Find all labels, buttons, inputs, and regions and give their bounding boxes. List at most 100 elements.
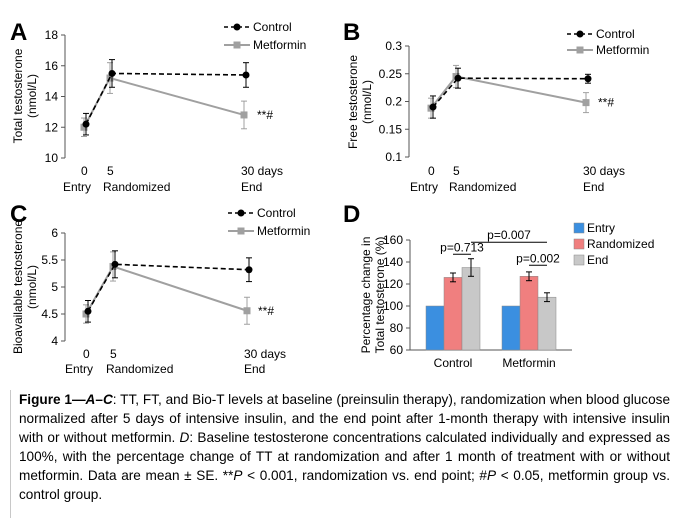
y-axis-label-line: Total testosterone (%) (373, 237, 387, 354)
bar-end (461, 267, 481, 351)
x-tick-label: 0 (428, 164, 435, 178)
data-point-control (111, 260, 119, 268)
panel-letter: D (343, 201, 360, 228)
y-tick-label: 60 (390, 343, 404, 357)
y-axis-label: Percentage change inTotal testosterone (… (359, 237, 387, 354)
y-tick-label: 5 (51, 280, 58, 294)
data-point-metformin (243, 307, 251, 315)
y-axis-label-line: Percentage change in (359, 237, 373, 354)
y-tick-label: 5.5 (41, 253, 58, 267)
series-line-control (432, 77, 589, 108)
caption-text-1: : TT, FT, and Bio-T levels at baseline (… (19, 392, 671, 445)
series-line-control (87, 263, 250, 312)
y-tick-label: 100 (383, 299, 403, 313)
x-sub-label: Entry (63, 180, 91, 194)
y-tick-label: 10 (45, 151, 59, 165)
x-tick-label: 30 days (241, 164, 283, 178)
legend-marker (237, 227, 245, 235)
data-point-metformin (582, 99, 590, 107)
significance-annotation: **# (598, 96, 614, 110)
y-tick-label: 80 (390, 321, 404, 335)
p-value-between: p=0.007 (487, 228, 531, 242)
significance-annotation: **# (258, 304, 274, 318)
legend-swatch-entry (573, 222, 585, 234)
bar-randomized (519, 276, 539, 351)
x-sub-label: End (583, 180, 604, 194)
data-point-control (429, 103, 437, 111)
x-sub-label: Entry (410, 180, 438, 194)
data-point-control (82, 120, 90, 128)
y-axis-label: Free testosterone(nmol/L) (346, 55, 374, 149)
y-tick-label: 4.5 (41, 307, 58, 321)
panel-c: C 4 4.5 5 5.5 6 Bioavailable testosterone(nmol… (10, 201, 310, 376)
y-axis-label-line: Total testosterone (11, 48, 25, 143)
y-tick-label: 0.2 (385, 95, 402, 109)
y-tick-label: 120 (383, 277, 403, 291)
panel-letter: B (343, 19, 360, 46)
y-axis-label: Total testosterone(nmol/L) (11, 48, 39, 143)
legend-label: End (587, 253, 608, 267)
x-sub-label: Randomized (106, 362, 173, 376)
bar-entry (425, 305, 445, 351)
y-tick-label: 0.15 (379, 122, 403, 136)
y-tick-label: 6 (51, 226, 58, 240)
figure-caption: Figure 1—A–C: TT, FT, and Bio-T levels a… (10, 390, 670, 518)
y-tick-label: 4 (51, 334, 58, 348)
legend-label: Control (253, 20, 292, 34)
y-axis-label: Bioavailable testosterone(nmol/L) (11, 220, 39, 354)
x-tick-label: 0 (81, 164, 88, 178)
y-tick-label: 14 (45, 90, 59, 104)
legend-label: Metformin (596, 43, 649, 57)
data-point-control (108, 69, 116, 77)
legend-label: Metformin (257, 224, 310, 238)
legend-swatch-randomized (573, 238, 585, 250)
caption-text-3: < 0.001, randomization vs. end point; # (242, 468, 487, 483)
caption-text-4: < 0.05, metformin group vs. control grou… (19, 468, 671, 502)
legend-label: Entry (587, 221, 615, 235)
y-tick-label: 0.3 (385, 39, 402, 53)
data-point-control (454, 74, 462, 82)
significance-annotation: **# (257, 108, 273, 122)
legend-label: Metformin (253, 38, 306, 52)
x-category-label: Metformin (502, 356, 555, 370)
p-value-metformin: p=0.002 (516, 251, 560, 265)
legend-label: Control (596, 27, 635, 41)
x-sub-label: End (244, 362, 265, 376)
panel-letter: C (10, 201, 27, 228)
data-point-control (584, 75, 592, 83)
bar-entry (501, 305, 521, 351)
x-tick-label: 5 (107, 164, 114, 178)
x-tick-label: 0 (83, 347, 90, 361)
y-tick-label: 160 (383, 233, 403, 247)
y-axis-label-unit: (nmol/L) (25, 265, 39, 309)
panel-a: A 10 12 14 16 18 Total testosterone(nmol/L) 0 5 3… (10, 19, 306, 194)
legend-label: Control (257, 206, 296, 220)
caption-p-2: P (486, 468, 497, 483)
data-point-metformin (240, 111, 248, 119)
p-value-control: p=0.713 (440, 240, 484, 254)
y-tick-label: 0.25 (379, 67, 403, 81)
bar-randomized (443, 277, 463, 351)
y-tick-label: 16 (45, 59, 59, 73)
y-tick-label: 140 (383, 255, 403, 269)
x-tick-label: 30 days (583, 164, 625, 178)
series-line-metformin (430, 75, 587, 109)
caption-p-1: P (233, 468, 243, 483)
x-category-label: Control (434, 356, 473, 370)
y-axis-label-line: Bioavailable testosterone (11, 220, 25, 354)
data-point-control (84, 307, 92, 315)
x-sub-label: End (241, 180, 262, 194)
y-tick-label: 0.1 (385, 150, 402, 164)
legend-marker (576, 46, 584, 54)
caption-d-label: D (179, 430, 190, 445)
data-point-control (245, 266, 253, 274)
legend-marker (233, 23, 241, 31)
y-axis-label-unit: (nmol/L) (25, 74, 39, 118)
y-tick-label: 18 (45, 28, 59, 42)
legend-marker (233, 41, 241, 49)
legend-swatch-end (573, 254, 585, 266)
panel-letter: A (10, 19, 27, 46)
x-tick-label: 5 (110, 347, 117, 361)
